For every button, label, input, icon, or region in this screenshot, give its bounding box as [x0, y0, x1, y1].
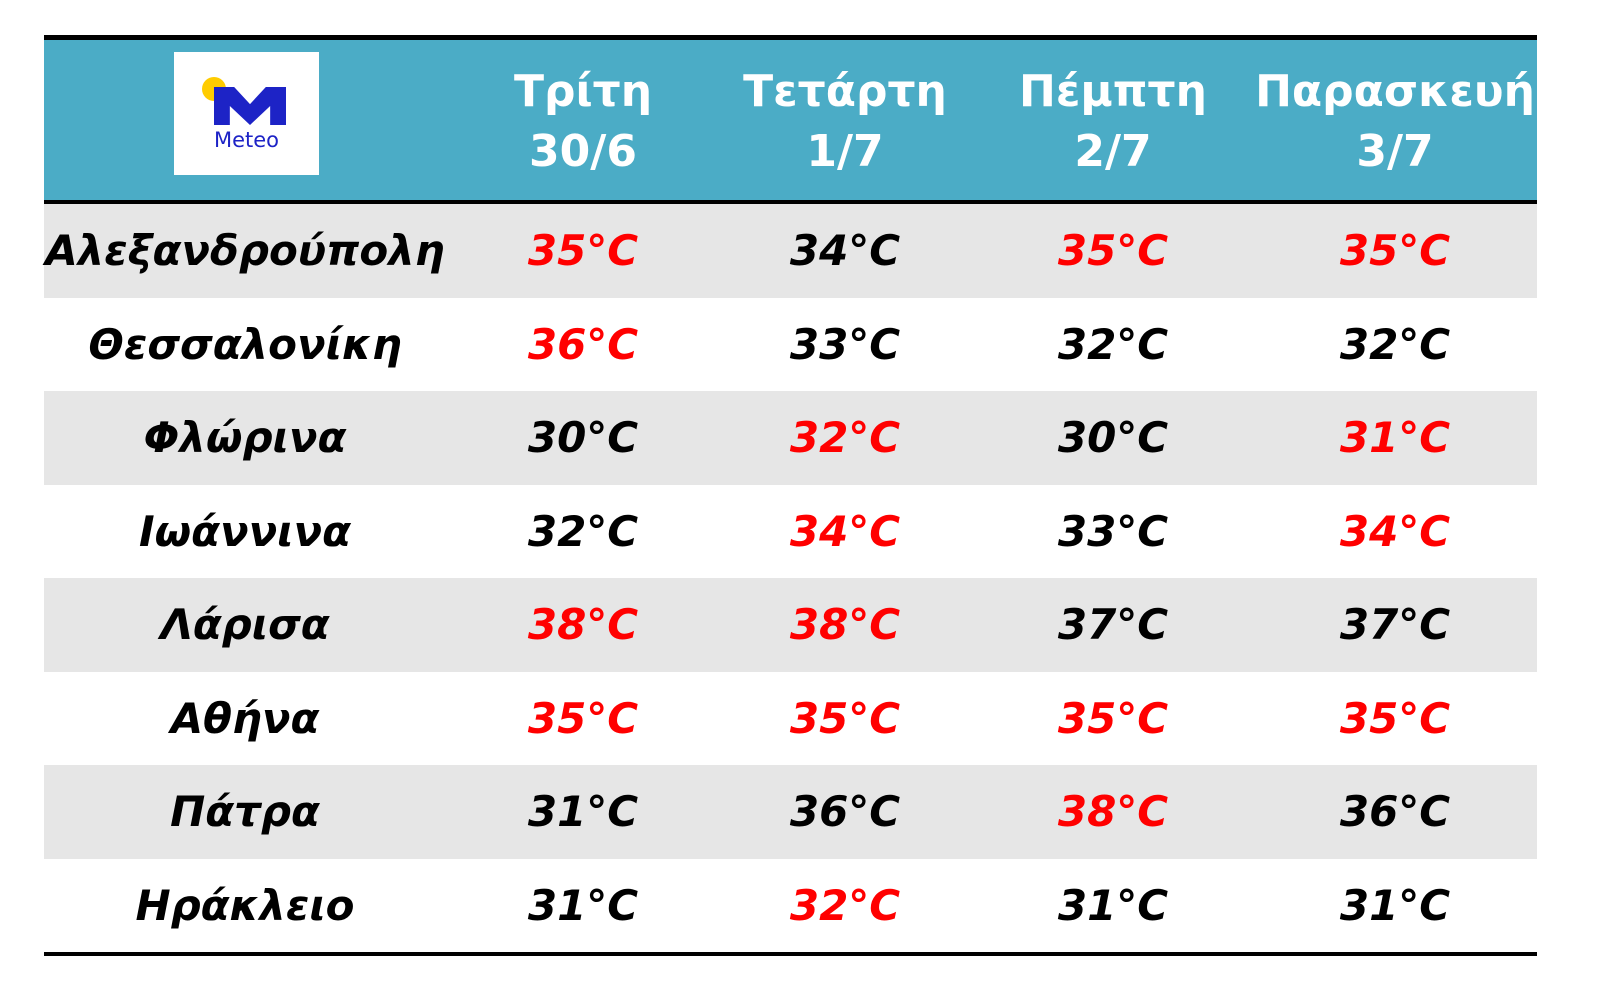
temperature-cell: 35°C: [1339, 226, 1451, 275]
table-row: Πάτρα 31°C 36°C 38°C 36°C: [44, 765, 1537, 859]
header-day-3: Παρασκευή 3/7: [1245, 62, 1545, 182]
temperature-cell: 33°C: [789, 319, 901, 369]
temperature-cell: 38°C: [1057, 787, 1169, 836]
city-name: Αθήνα: [170, 693, 320, 743]
city-name: Φλώρινα: [143, 413, 347, 462]
temperature-cell: 31°C: [1057, 880, 1169, 930]
day-date: 1/7: [806, 126, 884, 177]
temperature-cell: 35°C: [527, 226, 639, 275]
day-name: Τρίτη: [513, 66, 653, 117]
temperature-cell: 34°C: [789, 226, 901, 275]
temperature-cell: 32°C: [1057, 319, 1169, 369]
city-name: Πάτρα: [170, 787, 320, 836]
temperature-cell: 34°C: [1339, 506, 1451, 556]
meteo-logo: Meteo: [174, 52, 319, 175]
temperature-cell: 32°C: [1339, 319, 1451, 369]
temperature-cell: 37°C: [1339, 600, 1451, 649]
temperature-cell: 31°C: [1339, 880, 1451, 930]
city-name: Ηράκλειο: [135, 880, 355, 930]
bottom-border: [44, 952, 1537, 956]
temperature-cell: 34°C: [789, 506, 901, 556]
forecast-table: Meteo Τρίτη 30/6 Τετάρτη 1/7 Πέμπτη 2/7 Παρασκ…: [44, 35, 1537, 956]
day-date: 2/7: [1074, 126, 1152, 177]
table-header: Meteo Τρίτη 30/6 Τετάρτη 1/7 Πέμπτη 2/7 Παρασκ…: [44, 35, 1537, 204]
table-row: Αλεξανδρούπολη 35°C 34°C 35°C 35°C: [44, 204, 1537, 298]
table-row: Θεσσαλονίκη 36°C 33°C 32°C 32°C: [44, 298, 1537, 392]
day-name: Παρασκευή: [1255, 66, 1535, 117]
table-row: Φλώρινα 30°C 32°C 30°C 31°C: [44, 391, 1537, 485]
temperature-cell: 35°C: [1057, 693, 1169, 743]
temperature-cell: 33°C: [1057, 506, 1169, 556]
m-logo-icon: [214, 87, 286, 125]
logo-text: Meteo: [213, 128, 280, 152]
temperature-cell: 32°C: [789, 880, 901, 930]
temperature-cell: 35°C: [527, 693, 639, 743]
temperature-cell: 37°C: [1057, 600, 1169, 649]
temperature-cell: 36°C: [789, 787, 901, 836]
temperature-cell: 35°C: [1057, 226, 1169, 275]
temperature-cell: 31°C: [527, 880, 639, 930]
city-name: Θεσσαλονίκη: [88, 319, 402, 369]
temperature-cell: 30°C: [527, 413, 639, 462]
temperature-cell: 38°C: [527, 600, 639, 649]
table-row: Αθήνα 35°C 35°C 35°C 35°C: [44, 672, 1537, 766]
temperature-cell: 35°C: [789, 693, 901, 743]
table-row: Λάρισα 38°C 38°C 37°C 37°C: [44, 578, 1537, 672]
day-name: Τετάρτη: [743, 66, 947, 117]
temperature-cell: 32°C: [789, 413, 901, 462]
day-date: 30/6: [529, 126, 637, 177]
temperature-cell: 30°C: [1057, 413, 1169, 462]
header-day-0: Τρίτη 30/6: [433, 62, 733, 182]
day-date: 3/7: [1356, 126, 1434, 177]
temperature-cell: 32°C: [527, 506, 639, 556]
table-row: Ιωάννινα 32°C 34°C 33°C 34°C: [44, 485, 1537, 579]
header-day-1: Τετάρτη 1/7: [695, 62, 995, 182]
temperature-cell: 35°C: [1339, 693, 1451, 743]
table-row: Ηράκλειο 31°C 32°C 31°C 31°C: [44, 859, 1537, 953]
temperature-cell: 38°C: [789, 600, 901, 649]
day-name: Πέμπτη: [1019, 66, 1207, 117]
header-day-2: Πέμπτη 2/7: [963, 62, 1263, 182]
city-name: Ιωάννινα: [138, 506, 352, 556]
temperature-cell: 31°C: [1339, 413, 1451, 462]
temperature-cell: 31°C: [527, 787, 639, 836]
temperature-cell: 36°C: [1339, 787, 1451, 836]
city-name: Λάρισα: [160, 600, 330, 649]
temperature-cell: 36°C: [527, 319, 639, 369]
city-name: Αλεξανδρούπολη: [45, 226, 445, 275]
